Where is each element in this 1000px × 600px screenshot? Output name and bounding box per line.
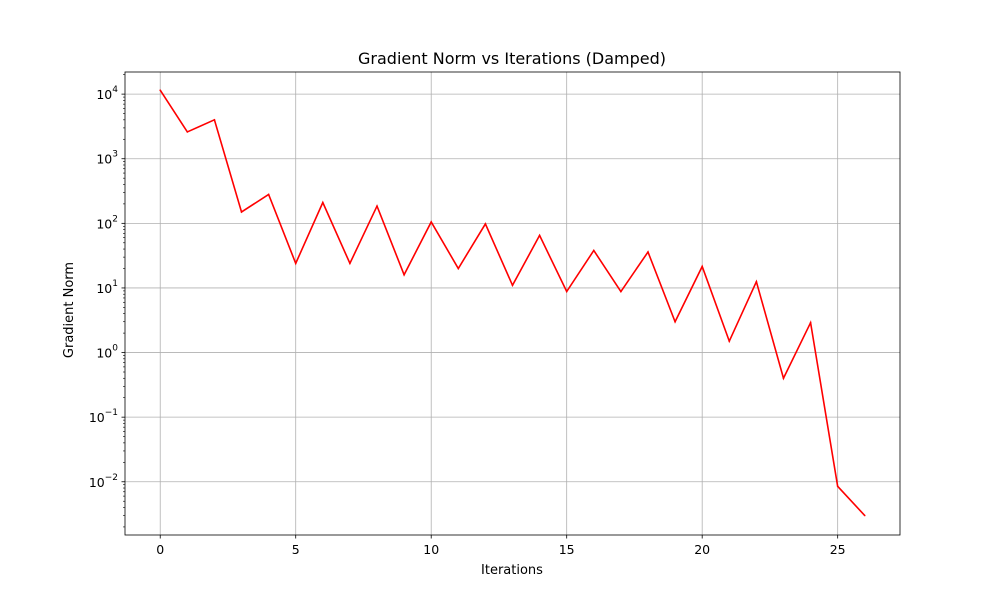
chart-title: Gradient Norm vs Iterations (Damped) — [358, 49, 666, 68]
y-tick-label: 101 — [96, 279, 118, 296]
data-point — [403, 273, 405, 276]
y-tick-label: 103 — [96, 150, 118, 167]
y-tick-exponent: 4 — [112, 85, 118, 95]
y-tick-exponent: 3 — [112, 150, 118, 160]
data-point — [240, 211, 243, 213]
y-tick-label: 10−2 — [89, 473, 118, 490]
y-axis-label: Gradient Norm — [62, 262, 77, 358]
data-point — [511, 284, 514, 287]
x-tick-label: 10 — [423, 542, 439, 557]
y-tick-exponent: 2 — [112, 214, 118, 224]
x-axis-label: Iterations — [481, 563, 543, 578]
x-tick-label: 0 — [156, 542, 164, 557]
y-tick-base: 10 — [89, 475, 105, 490]
data-point — [809, 321, 812, 324]
data-point — [538, 234, 541, 237]
y-tick-exponent: −2 — [105, 473, 118, 483]
data-point — [565, 290, 568, 293]
series-layer — [159, 89, 866, 517]
x-tick-label: 5 — [292, 542, 300, 557]
grid-lines — [125, 72, 900, 535]
data-point — [213, 119, 216, 121]
data-point — [863, 514, 866, 517]
y-tick-base: 10 — [96, 152, 112, 167]
y-tick-base: 10 — [96, 87, 112, 102]
plot-frame — [124, 71, 901, 536]
x-tick-label: 15 — [559, 542, 575, 557]
y-tick-label: 102 — [96, 214, 118, 231]
data-point — [484, 223, 487, 225]
data-point — [674, 320, 676, 323]
data-point — [294, 262, 297, 265]
data-point — [782, 377, 785, 380]
y-tick-exponent: 1 — [112, 279, 118, 289]
y-tick-base: 10 — [96, 216, 112, 231]
data-point — [701, 265, 703, 268]
data-point — [186, 131, 189, 133]
data-point — [647, 251, 649, 253]
x-tick-label: 25 — [830, 542, 846, 557]
data-point — [592, 249, 595, 252]
y-tick-exponent: −1 — [105, 408, 118, 418]
data-point — [755, 280, 758, 283]
y-tick-base: 10 — [89, 410, 105, 425]
y-tick-exponent: 0 — [112, 344, 118, 354]
data-point — [322, 201, 324, 204]
data-point — [457, 267, 460, 270]
y-tick-label: 104 — [96, 85, 118, 102]
y-tick-base: 10 — [96, 346, 112, 361]
data-point — [267, 193, 270, 196]
data-point — [620, 290, 622, 293]
data-point — [728, 340, 731, 342]
y-tick-label: 100 — [96, 344, 118, 361]
data-point — [159, 89, 162, 92]
data-point — [376, 205, 378, 207]
y-tick-base: 10 — [96, 281, 112, 296]
data-point — [430, 221, 433, 223]
data-point — [836, 485, 839, 488]
x-tick-label: 20 — [694, 542, 710, 557]
y-tick-label: 10−1 — [89, 408, 118, 425]
data-point — [349, 262, 351, 265]
